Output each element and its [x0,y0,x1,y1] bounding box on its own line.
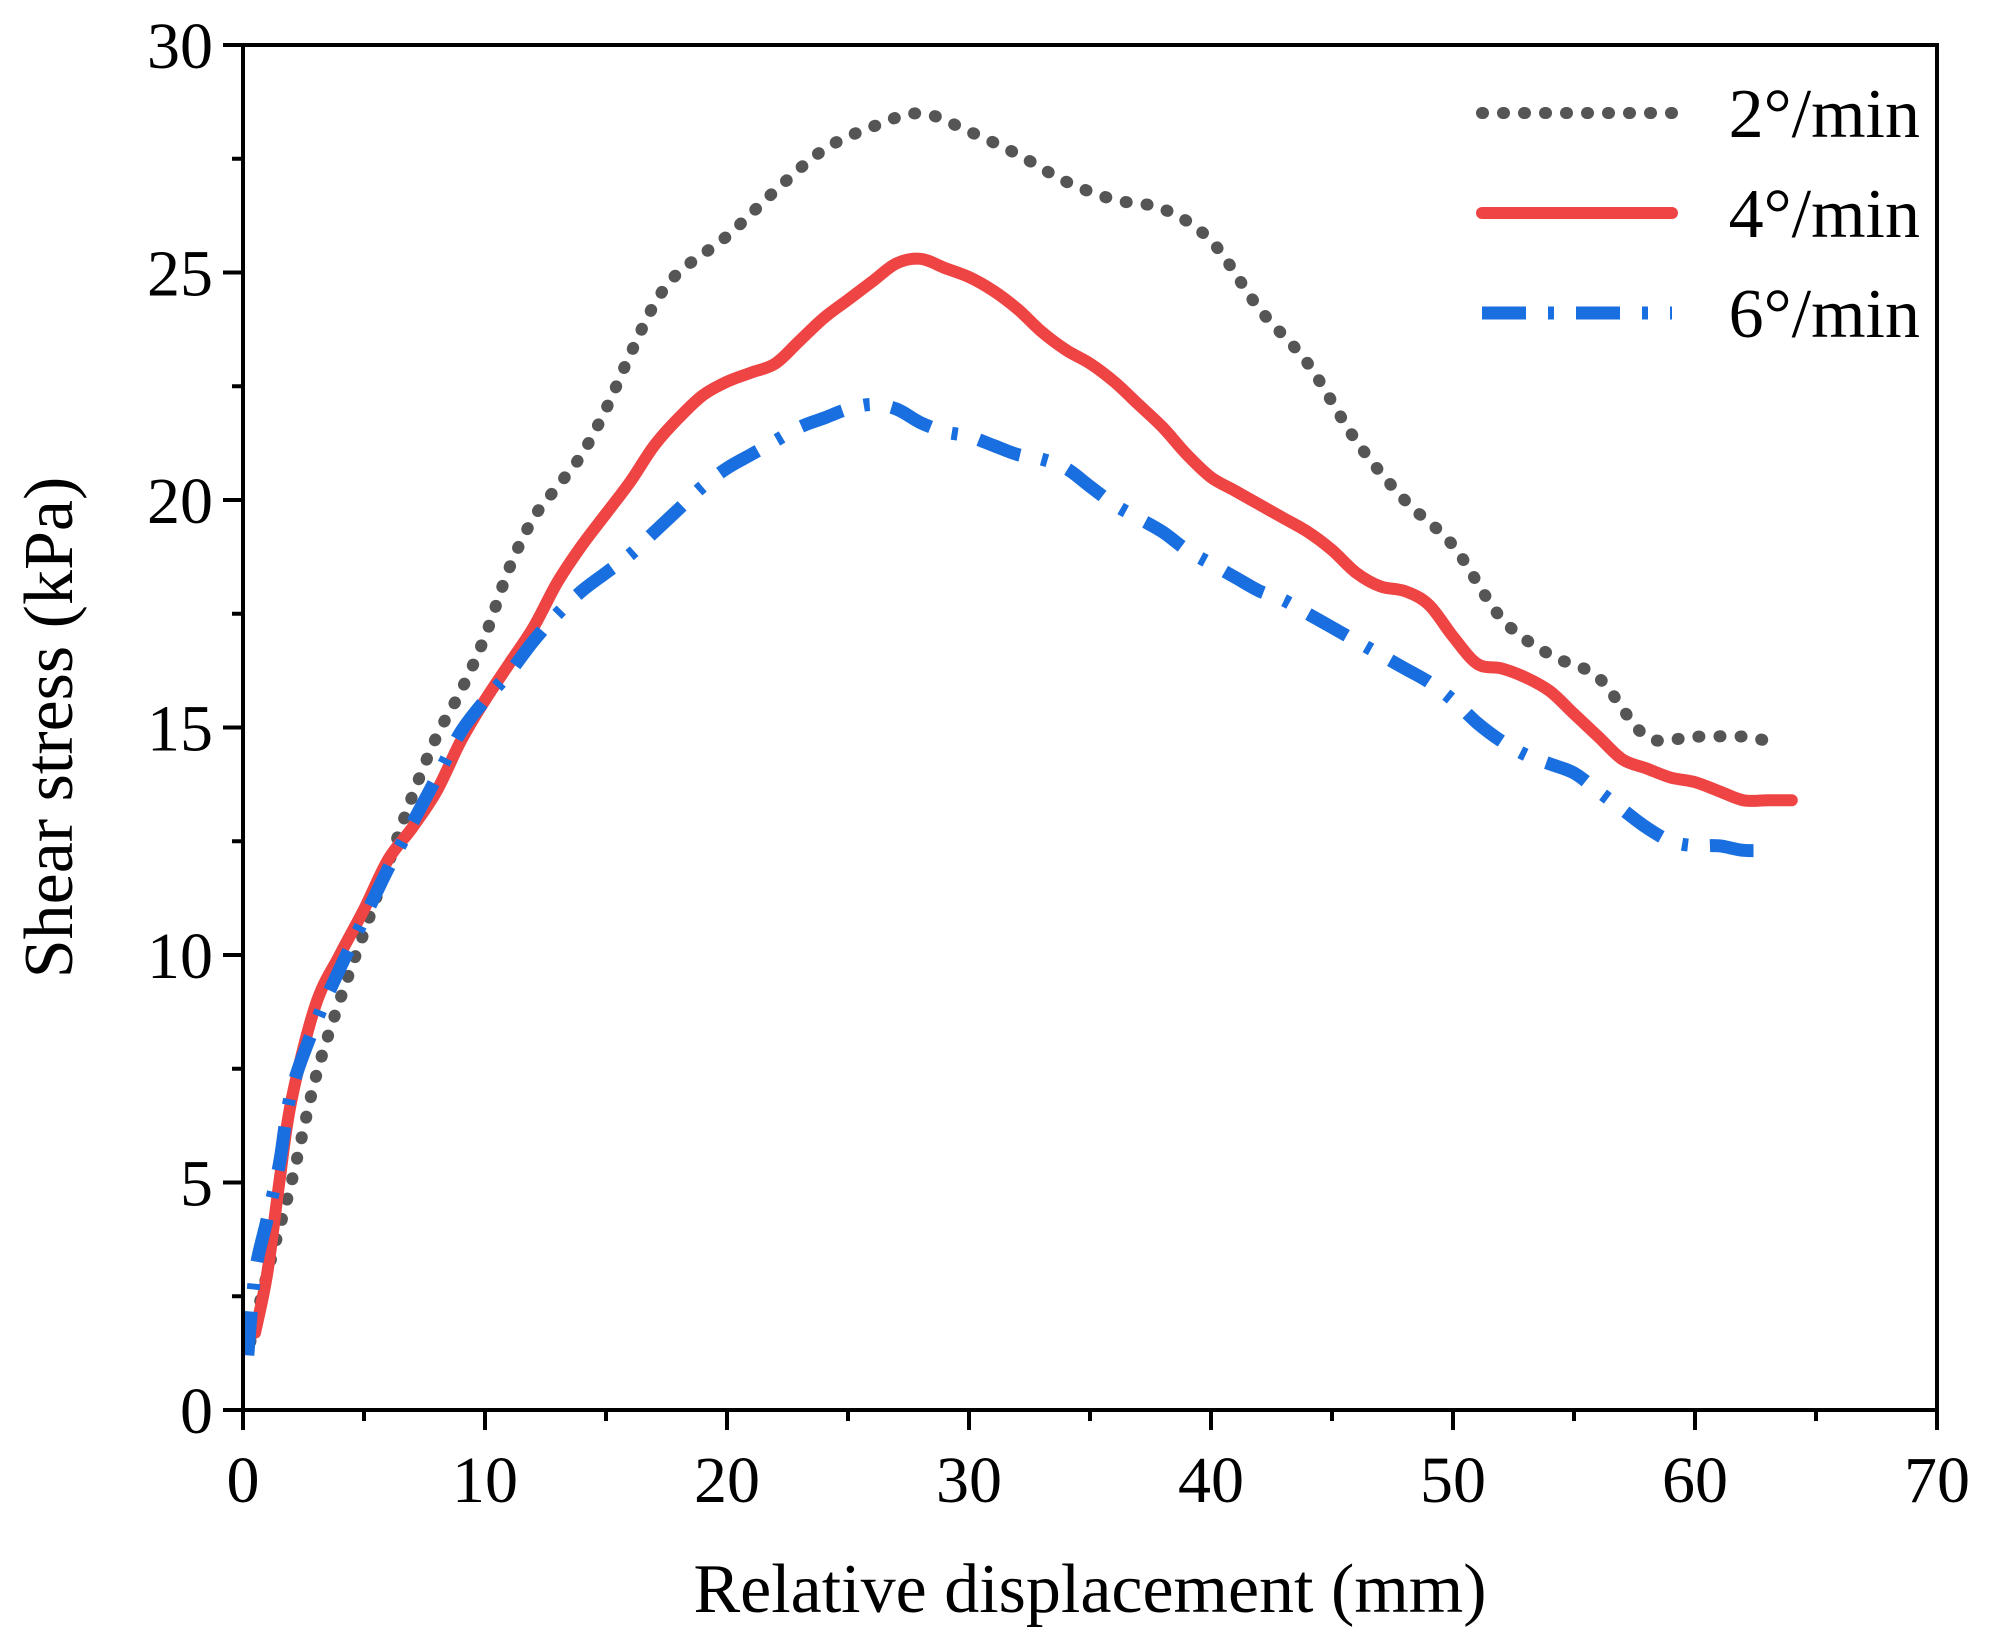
y-axis-title: Shear stress (kPa) [11,477,88,979]
legend-label-3: 6°/min [1729,276,1920,353]
x-tick-label: 70 [1904,1444,1970,1517]
x-tick-label: 60 [1662,1444,1728,1517]
y-tick-label: 10 [147,920,213,993]
legend-label-2: 4°/min [1729,176,1920,253]
ticks-layer: 0 10 20 30 40 50 60 70 0 5 10 15 20 25 30 [147,10,1970,1517]
y-tick-label: 15 [147,693,213,766]
x-tick-label: 40 [1178,1444,1244,1517]
series-line-3 [241,397,1768,1357]
x-tick-label: 20 [694,1444,760,1517]
series-layer [241,107,1798,1357]
series-2 [249,252,1798,1339]
y-tick-label: 0 [180,1375,213,1448]
plot-frame [241,43,1939,1412]
legend-label-1: 2°/min [1729,76,1920,153]
x-axis-title: Relative displacement (mm) [693,1551,1486,1628]
x-tick-label: 50 [1420,1444,1486,1517]
y-tick-label: 30 [147,10,213,83]
legend: 2°/min 4°/min 6°/min [1476,76,1920,353]
y-tick-label: 25 [147,238,213,311]
y-tick-label: 5 [180,1148,213,1221]
x-tick-label: 0 [227,1444,260,1517]
y-tick-label: 20 [147,465,213,538]
x-tick-label: 30 [936,1444,1002,1517]
series-line-2 [249,252,1798,1339]
x-tick-label: 10 [452,1444,518,1517]
series-3 [241,397,1768,1357]
